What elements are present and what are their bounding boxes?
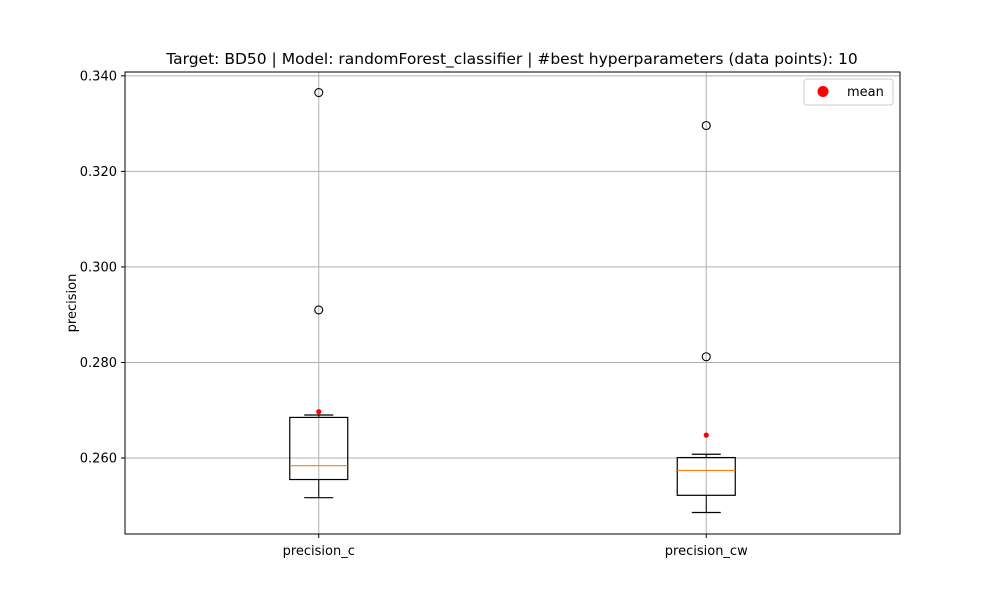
y-tick-label: 0.260	[80, 452, 117, 467]
legend: mean	[803, 78, 894, 106]
mean-point	[703, 432, 709, 438]
grid	[125, 72, 900, 534]
legend-mean-marker	[817, 86, 829, 97]
legend-frame	[803, 78, 894, 106]
x-tick-label: precision_c	[283, 544, 355, 559]
y-tick-label: 0.280	[80, 356, 117, 371]
mean-point	[316, 409, 322, 415]
y-axis-label: precision	[65, 274, 80, 333]
boxes	[289, 87, 736, 514]
x-tick-label: precision_cw	[665, 544, 748, 559]
plot-frame	[124, 71, 901, 535]
box-body	[676, 456, 736, 496]
legend-mean-label: mean	[847, 85, 884, 100]
outlier-point	[314, 305, 324, 315]
y-tick-label: 0.300	[80, 260, 117, 275]
ticks: 0.260 0.280 0.300 0.320 0.340 precision_c prec…	[80, 69, 748, 559]
outlier-point	[701, 120, 711, 131]
y-tick-label: 0.340	[80, 69, 117, 84]
outlier-point	[314, 87, 324, 98]
outlier-point	[701, 352, 711, 362]
box-body	[289, 416, 349, 481]
y-tick-label: 0.320	[80, 165, 117, 180]
chart-title: Target: BD50 | Model: randomForest_class…	[165, 50, 858, 69]
